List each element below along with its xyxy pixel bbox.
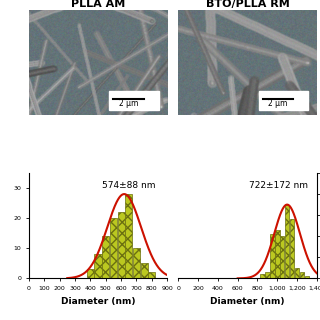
Bar [94,254,101,278]
Bar [270,234,275,278]
Bar [102,236,109,278]
Bar [259,91,308,110]
Bar [148,272,156,278]
Bar [295,268,299,278]
Bar [110,218,117,278]
Bar [109,91,159,110]
Bar [133,248,140,278]
Bar [305,276,309,278]
Text: 722±172 nm: 722±172 nm [249,181,308,190]
Text: 2 μm: 2 μm [268,99,288,108]
Bar [275,230,279,278]
X-axis label: Diameter (nm): Diameter (nm) [210,297,285,306]
Bar [285,204,289,278]
Title: BTO/PLLA RM: BTO/PLLA RM [206,0,290,9]
Title: PLLA AM: PLLA AM [71,0,125,9]
Bar [141,263,148,278]
X-axis label: Diameter (nm): Diameter (nm) [61,297,135,306]
Bar [125,194,132,278]
Text: 574±88 nm: 574±88 nm [102,181,155,190]
Bar [265,272,270,278]
Text: 2 μm: 2 μm [119,99,138,108]
Bar [280,236,284,278]
Bar [300,272,304,278]
Bar [260,274,265,278]
Bar [290,220,294,278]
Bar [117,212,125,278]
Bar [87,269,94,278]
